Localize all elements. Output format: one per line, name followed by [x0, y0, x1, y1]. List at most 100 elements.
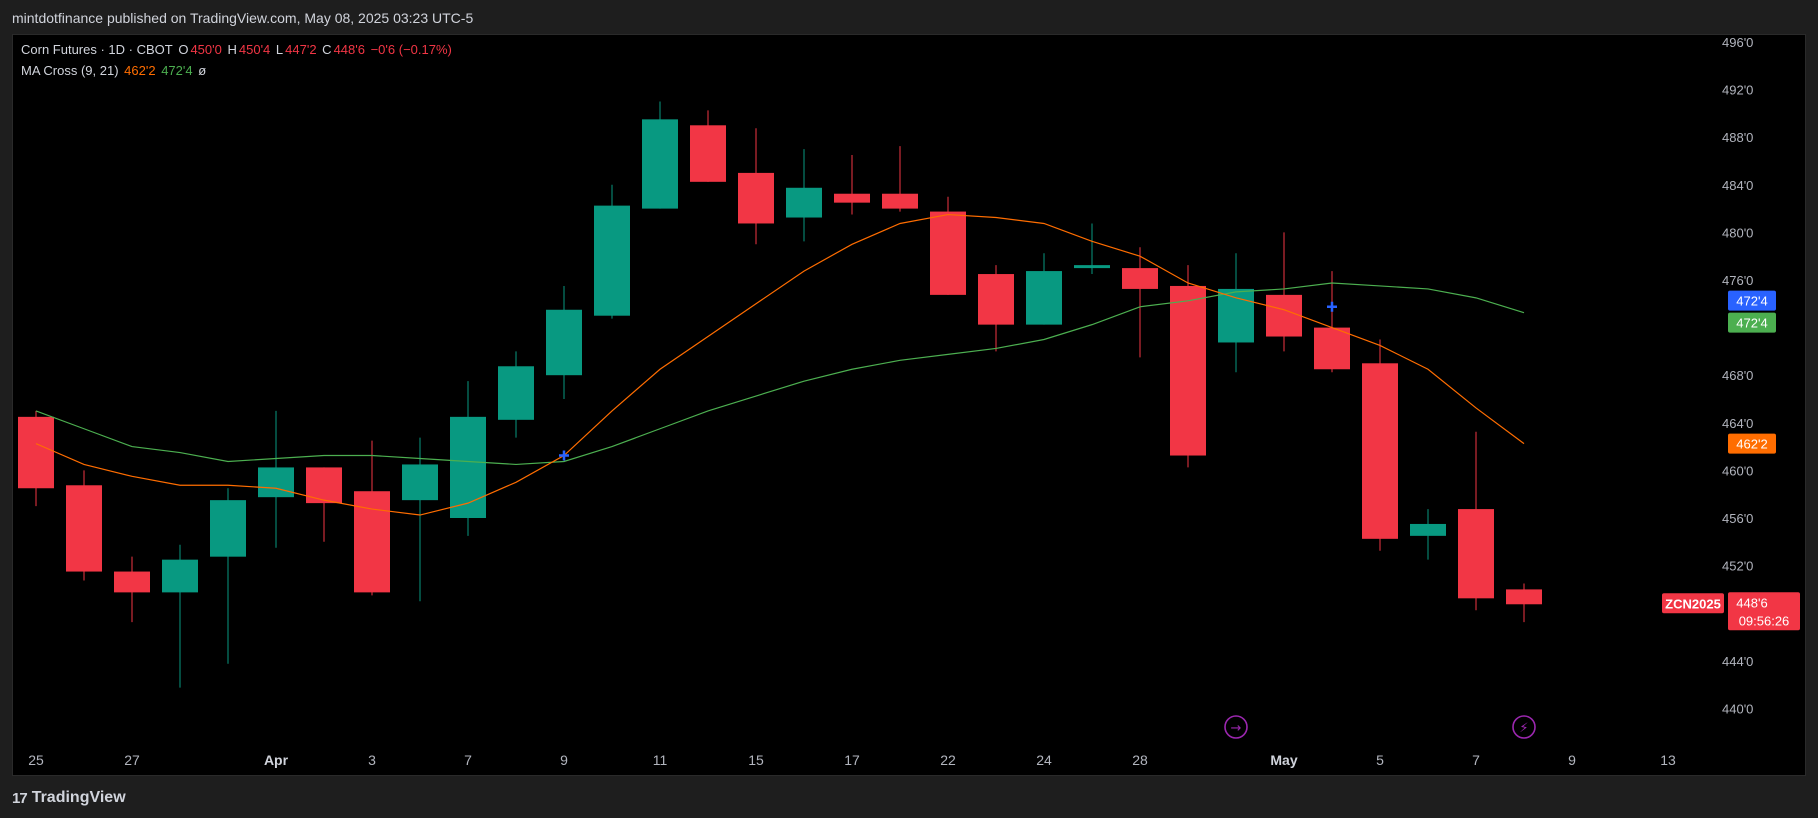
candle-body-15	[738, 172, 774, 224]
candle-body-31	[1506, 589, 1542, 605]
ma-label: MA Cross (9, 21)	[21, 63, 119, 78]
dividend-arrow-icon: →	[1231, 721, 1242, 736]
close-value: 448'6	[333, 42, 365, 57]
change-value: −0'6 (−0.17%)	[370, 42, 452, 57]
ma-extra: ø	[198, 63, 207, 78]
candle-body-27	[1314, 327, 1350, 370]
y-tick-label-9: 456'0	[1722, 511, 1753, 526]
x-tick-label-0: 25	[28, 752, 44, 768]
x-tick-label-10: 24	[1036, 752, 1052, 768]
candle-body-26	[1266, 294, 1302, 337]
x-tick-label-11: 28	[1132, 752, 1148, 768]
x-tick-label-14: 7	[1472, 752, 1480, 768]
candle-body-21	[1026, 271, 1062, 325]
earnings-bolt-circle-icon	[1512, 715, 1536, 739]
x-tick-label-12: May	[1270, 752, 1297, 768]
x-tick-label-4: 7	[464, 752, 472, 768]
y-tick-label-12: 440'0	[1722, 701, 1753, 716]
candle-body-1	[66, 485, 102, 572]
close-label: C	[322, 42, 332, 57]
chart-frame[interactable]	[12, 34, 1806, 776]
candle-body-28	[1362, 363, 1398, 539]
candle-body-24	[1170, 285, 1206, 456]
y-tick-label-10: 452'0	[1722, 559, 1753, 574]
price-label-bg-0	[1728, 290, 1776, 311]
candle-body-30	[1458, 509, 1494, 599]
candle-body-17	[834, 193, 870, 203]
y-tick-label-0: 496'0	[1722, 35, 1753, 50]
candle-body-11	[546, 309, 582, 376]
price-label-1: 472'4	[1736, 316, 1767, 331]
candle-body-19	[930, 211, 966, 295]
low-value: 447'2	[285, 42, 317, 57]
candle-body-29	[1410, 523, 1446, 536]
y-tick-label-6: 468'0	[1722, 368, 1753, 383]
candle-body-20	[978, 274, 1014, 325]
high-label: H	[227, 42, 237, 57]
y-tick-label-8: 460'0	[1722, 463, 1753, 478]
countdown-label: 09:56:26	[1739, 613, 1790, 628]
dividend-arrow-circle-icon	[1224, 715, 1248, 739]
open-value: 450'0	[190, 42, 222, 57]
candle-body-2	[114, 571, 150, 593]
candle-body-14	[690, 125, 726, 182]
candle-body-13	[642, 119, 678, 209]
earnings-bolt-icon: ⚡	[1519, 721, 1528, 736]
candle-body-8	[402, 464, 438, 501]
ma-slow-line	[35, 282, 1525, 466]
candle-body-22	[1074, 265, 1110, 269]
ma-fast-value: 462'2	[124, 63, 156, 78]
y-tick-label-1: 492'0	[1722, 83, 1753, 98]
publisher-header: mintdotfinance published on TradingView.…	[0, 0, 1818, 34]
price-label-3: 448'6	[1736, 595, 1767, 610]
candle-body-9	[450, 416, 486, 518]
y-tick-label-7: 464'0	[1722, 416, 1753, 431]
publisher-text: mintdotfinance published on TradingView.…	[12, 10, 474, 26]
candle-body-0	[18, 416, 54, 489]
ma-legend[interactable]: MA Cross (9, 21) 462'2 472'4 ø	[21, 63, 208, 78]
candle-body-10	[498, 366, 534, 420]
price-label-2: 462'2	[1736, 437, 1767, 452]
y-tick-label-2: 488'0	[1722, 130, 1753, 145]
x-tick-label-1: 27	[124, 752, 140, 768]
ma-fast-line	[35, 213, 1525, 516]
ma-cross-marker-0	[559, 450, 569, 461]
symbol-tag-bg	[1662, 593, 1724, 614]
x-tick-label-7: 15	[748, 752, 764, 768]
y-tick-label-4: 480'0	[1722, 225, 1753, 240]
tradingview-brand: TradingView	[31, 789, 126, 806]
open-label: O	[178, 42, 189, 57]
x-tick-label-13: 5	[1376, 752, 1384, 768]
tradingview-logo-icon: 17	[12, 789, 28, 807]
candle-body-16	[786, 187, 822, 218]
candle-body-3	[162, 559, 198, 593]
high-value: 450'4	[238, 42, 271, 57]
candle-body-23	[1122, 268, 1158, 289]
y-tick-label-11: 444'0	[1722, 654, 1753, 669]
x-tick-label-2: Apr	[264, 752, 289, 768]
tradingview-footer[interactable]: 17 TradingView	[12, 788, 126, 808]
price-label-bg-3	[1728, 592, 1800, 631]
x-tick-label-6: 11	[653, 752, 668, 768]
symbol-tag-label: ZCN2025	[1665, 596, 1721, 611]
candle-body-6	[306, 467, 342, 504]
ma-slow-value: 472'4	[161, 63, 193, 78]
x-tick-label-15: 9	[1568, 752, 1576, 768]
x-tick-label-8: 17	[844, 752, 860, 768]
candle-body-25	[1218, 288, 1254, 343]
x-tick-label-3: 3	[368, 752, 376, 768]
ma-cross-marker-1	[1327, 301, 1337, 312]
x-tick-label-5: 9	[560, 752, 568, 768]
price-label-0: 472'4	[1736, 294, 1767, 309]
price-label-bg-1	[1728, 312, 1776, 333]
y-tick-label-5: 476'0	[1722, 273, 1753, 288]
price-label-bg-2	[1728, 433, 1776, 454]
candle-body-4	[210, 500, 246, 557]
low-label: L	[275, 42, 284, 57]
candle-body-12	[594, 205, 630, 316]
candle-body-18	[882, 193, 918, 209]
symbol-legend[interactable]: Corn Futures · 1D · CBOT O 450'0 H 450'4 L…	[21, 42, 454, 57]
candle-body-5	[258, 467, 294, 498]
x-tick-label-16: 13	[1660, 752, 1676, 768]
